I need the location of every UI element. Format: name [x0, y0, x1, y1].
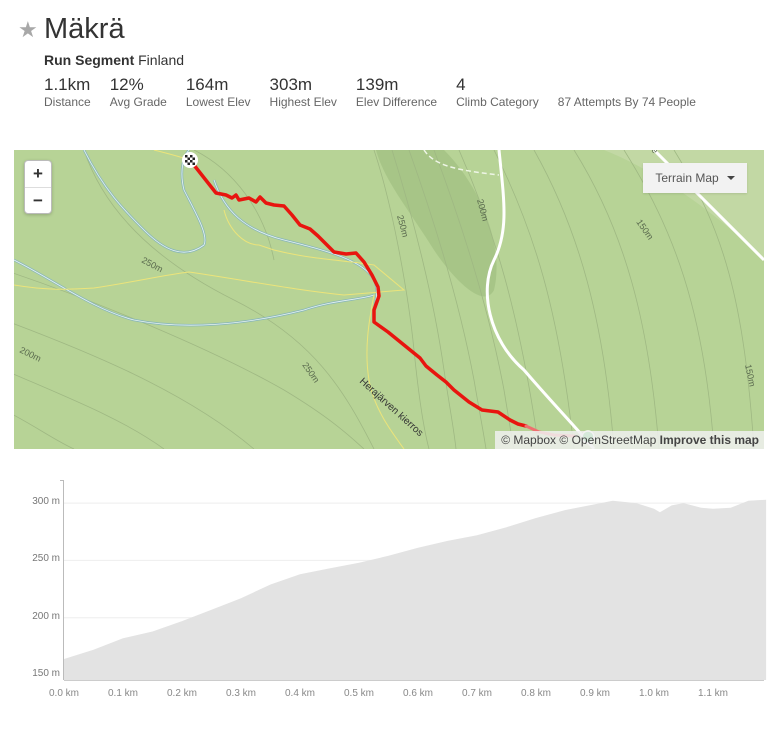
finish-flag-icon: [182, 152, 198, 168]
x-tick-label: 1.0 km: [638, 688, 669, 699]
svg-text:250m: 250m: [395, 214, 410, 238]
elevation-profile-chart[interactable]: 150 m 200 m 250 m 300 m 0.0 km 0.1 km 0.2 km 0…: [0, 470, 778, 710]
svg-text:150m: 150m: [634, 217, 655, 241]
zoom-in-button[interactable]: +: [33, 164, 43, 183]
segment-title: Mäkrä: [44, 13, 125, 45]
y-tick-label: 250 m: [32, 553, 60, 565]
stat-value: 1.1km: [44, 75, 91, 94]
mapbox-link[interactable]: © Mapbox: [501, 433, 557, 447]
x-tick-label: 1.1 km: [697, 688, 728, 699]
stat-value: 12%: [109, 75, 144, 94]
svg-text:e: e: [649, 150, 660, 155]
x-tick-label: 0.9 km: [579, 688, 610, 699]
map-layer-label: Terrain Map: [655, 171, 719, 185]
y-tick-label: 200 m: [32, 610, 60, 622]
segment-subtitle: Run Segment Finland: [44, 51, 184, 69]
x-tick-label: 0.6 km: [402, 688, 433, 699]
stat-label: Highest Elev: [269, 95, 337, 109]
x-tick-label: 0.2 km: [166, 688, 197, 699]
stat-highest-elev: 303m Highest Elev: [270, 75, 337, 110]
chevron-down-icon: [726, 176, 735, 180]
segment-type: Run Segment: [44, 52, 135, 68]
osm-link[interactable]: © OpenStreetMap: [559, 433, 657, 447]
x-tick-label: 0.0 km: [48, 688, 79, 699]
segment-map[interactable]: 250m 250m 200m 200m 250m 150m 150m e Her…: [14, 150, 764, 449]
stat-value: 139m: [355, 75, 399, 94]
stats-row: 1.1km Distance 12% Avg Grade 164m Lowest…: [44, 75, 696, 110]
attempts-count: 87 Attempts By 74 People: [557, 95, 696, 109]
map-attribution: © Mapbox © OpenStreetMap Improve this ma…: [495, 431, 764, 449]
x-tick-label: 0.1 km: [107, 688, 138, 699]
stat-label: Avg Grade: [109, 95, 167, 109]
stat-distance: 1.1km Distance: [44, 75, 91, 110]
segment-location: Finland: [138, 52, 185, 68]
improve-map-link[interactable]: Improve this map: [659, 433, 759, 447]
stat-label: Climb Category: [456, 95, 539, 109]
stat-value: 303m: [269, 75, 313, 94]
elevation-area: [60, 480, 767, 681]
svg-text:200m: 200m: [18, 345, 43, 364]
x-tick-label: 0.4 km: [284, 688, 315, 699]
stat-value: 4: [456, 75, 466, 94]
x-tick-label: 0.7 km: [461, 688, 492, 699]
stat-climb-category: 4 Climb Category: [456, 75, 539, 110]
stat-value: 164m: [185, 75, 229, 94]
zoom-control: + −: [24, 160, 52, 214]
stat-label: Distance: [44, 95, 91, 109]
zoom-out-button[interactable]: −: [25, 187, 51, 213]
y-tick-label: 150 m: [32, 668, 60, 679]
segment-header: ★ Mäkrä Run Segment Finland 1.1km Distan…: [0, 0, 778, 130]
svg-text:250m: 250m: [300, 360, 321, 384]
svg-text:250m: 250m: [140, 255, 165, 274]
stat-label: Lowest Elev: [185, 95, 251, 109]
stat-elev-difference: 139m Elev Difference: [356, 75, 437, 110]
map-layer-dropdown[interactable]: Terrain Map: [643, 163, 747, 193]
star-icon[interactable]: ★: [18, 17, 38, 42]
svg-text:150m: 150m: [743, 363, 757, 387]
x-tick-label: 0.8 km: [520, 688, 551, 699]
x-tick-label: 0.3 km: [225, 688, 256, 699]
terrain-map-layer: 250m 250m 200m 200m 250m 150m 150m e Her…: [14, 150, 764, 449]
stat-label: Elev Difference: [355, 95, 438, 109]
x-tick-label: 0.5 km: [343, 688, 374, 699]
stat-lowest-elev: 164m Lowest Elev: [186, 75, 251, 110]
y-tick-label: 300 m: [32, 496, 60, 508]
svg-text:Herajärven kierros: Herajärven kierros: [357, 376, 425, 439]
stat-avg-grade: 12% Avg Grade: [110, 75, 167, 110]
